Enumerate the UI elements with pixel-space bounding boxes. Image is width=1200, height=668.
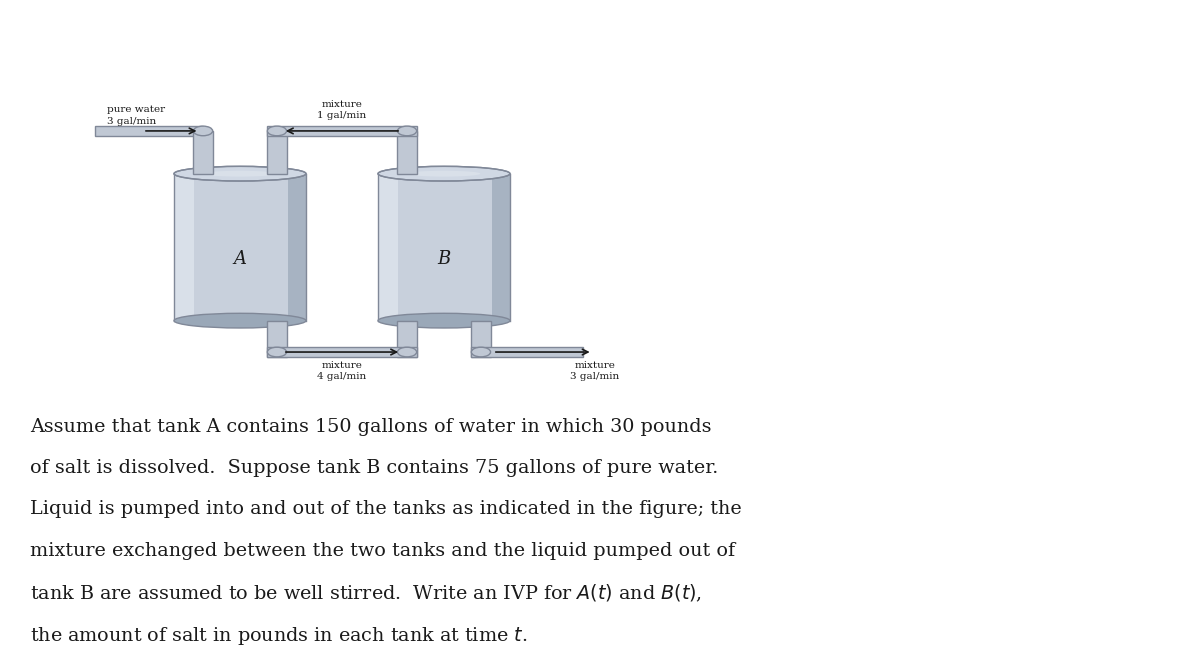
Text: Liquid is pumped into and out of the tanks as indicated in the figure; the: Liquid is pumped into and out of the tan… <box>30 500 742 518</box>
Bar <box>492 174 510 321</box>
Ellipse shape <box>268 126 287 136</box>
Text: the amount of salt in pounds in each tank at time $t$.: the amount of salt in pounds in each tan… <box>30 625 527 647</box>
Text: mixture: mixture <box>575 361 616 369</box>
Bar <box>378 174 397 321</box>
Bar <box>472 321 491 357</box>
Ellipse shape <box>174 166 306 181</box>
Ellipse shape <box>268 347 287 357</box>
Ellipse shape <box>204 171 276 176</box>
Bar <box>397 131 416 174</box>
Bar <box>268 347 416 357</box>
Bar <box>288 174 306 321</box>
Ellipse shape <box>378 166 510 181</box>
Text: tank B are assumed to be well stirred.  Write an IVP for $A(t)$ and $B(t)$,: tank B are assumed to be well stirred. W… <box>30 583 702 605</box>
Text: mixture: mixture <box>322 361 362 369</box>
Text: 4 gal/min: 4 gal/min <box>317 372 367 381</box>
Bar <box>472 347 583 357</box>
Text: 3 gal/min: 3 gal/min <box>107 117 156 126</box>
Ellipse shape <box>378 313 510 328</box>
Text: A: A <box>234 250 246 268</box>
Bar <box>268 321 287 357</box>
Bar <box>193 131 212 174</box>
Bar <box>378 174 510 321</box>
Ellipse shape <box>397 347 416 357</box>
Text: of salt is dissolved.  Suppose tank B contains 75 gallons of pure water.: of salt is dissolved. Suppose tank B con… <box>30 459 719 477</box>
Text: 1 gal/min: 1 gal/min <box>317 112 367 120</box>
Bar <box>174 174 194 321</box>
Ellipse shape <box>397 126 416 136</box>
Bar <box>174 174 306 321</box>
Ellipse shape <box>174 313 306 328</box>
Text: 3 gal/min: 3 gal/min <box>570 372 619 381</box>
Bar <box>268 126 416 136</box>
Text: pure water: pure water <box>107 106 166 114</box>
Text: Assume that tank A contains 150 gallons of water in which 30 pounds: Assume that tank A contains 150 gallons … <box>30 418 712 436</box>
Ellipse shape <box>193 126 212 136</box>
Text: B: B <box>437 250 451 268</box>
Ellipse shape <box>472 347 491 357</box>
Bar <box>95 126 203 136</box>
Bar <box>397 321 416 357</box>
Text: mixture exchanged between the two tanks and the liquid pumped out of: mixture exchanged between the two tanks … <box>30 542 736 560</box>
Ellipse shape <box>408 171 480 176</box>
Bar <box>268 131 287 174</box>
Text: mixture: mixture <box>322 100 362 109</box>
